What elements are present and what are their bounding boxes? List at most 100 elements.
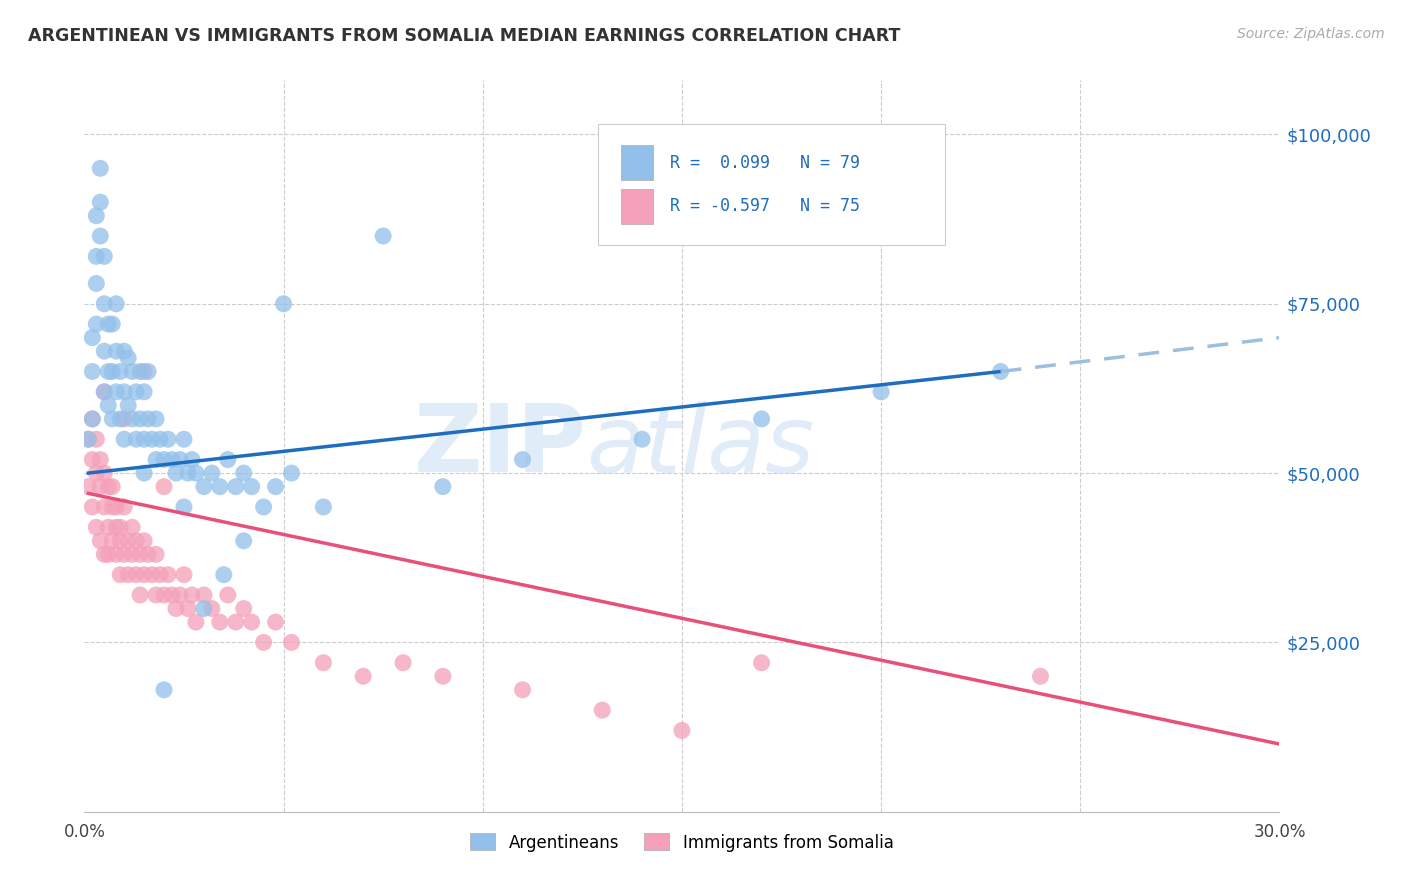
Point (153, 480, 176, 494)
Point (141, 567, 163, 582)
Point (117, 351, 139, 365)
Point (177, 466, 200, 480)
Point (145, 588, 167, 602)
Point (212, 567, 235, 582)
Point (110, 567, 132, 582)
Point (373, 229, 395, 244)
Point (512, 452, 534, 467)
Point (181, 452, 204, 467)
Point (105, 547, 128, 561)
Point (86, 209, 108, 223)
Point (145, 547, 167, 561)
Point (751, 412, 773, 426)
Point (165, 466, 187, 480)
Point (93, 249, 115, 263)
Point (312, 500, 335, 514)
Point (184, 615, 207, 629)
Point (97, 317, 120, 331)
Point (121, 412, 143, 426)
Point (125, 384, 148, 399)
Point (105, 500, 128, 514)
Point (121, 520, 143, 534)
Point (89, 229, 111, 244)
Point (86, 249, 108, 263)
Point (193, 588, 215, 602)
Point (232, 466, 254, 480)
Point (125, 533, 148, 548)
Point (101, 317, 124, 331)
Point (89, 452, 111, 467)
Point (280, 466, 302, 480)
Point (93, 297, 115, 311)
Point (101, 500, 124, 514)
Point (82, 331, 104, 345)
Point (93, 547, 115, 561)
Point (129, 588, 152, 602)
Point (82, 452, 104, 467)
Point (110, 520, 132, 534)
FancyBboxPatch shape (621, 189, 654, 224)
Point (136, 364, 159, 378)
Point (217, 452, 239, 467)
Text: R = -0.597   N = 75: R = -0.597 N = 75 (671, 197, 860, 216)
Point (89, 161, 111, 176)
Point (671, 723, 693, 738)
Point (432, 669, 454, 683)
Point (125, 432, 148, 446)
Point (591, 703, 613, 717)
Point (273, 297, 295, 311)
Point (93, 384, 115, 399)
Point (93, 500, 115, 514)
Point (89, 533, 111, 548)
Point (101, 412, 124, 426)
Point (136, 547, 159, 561)
Point (153, 588, 176, 602)
Point (112, 384, 135, 399)
Point (110, 533, 132, 548)
Point (208, 480, 231, 494)
Text: atlas: atlas (586, 401, 814, 491)
Point (125, 567, 148, 582)
Point (82, 364, 104, 378)
Point (132, 384, 156, 399)
Text: Source: ZipAtlas.com: Source: ZipAtlas.com (1237, 27, 1385, 41)
Text: R =  0.099   N = 79: R = 0.099 N = 79 (671, 153, 860, 171)
Point (89, 480, 111, 494)
Text: ZIP: ZIP (413, 400, 586, 492)
Point (121, 547, 143, 561)
Point (112, 412, 135, 426)
Legend: Argentineans, Immigrants from Somalia: Argentineans, Immigrants from Somalia (464, 827, 900, 858)
Point (253, 635, 276, 649)
Point (280, 635, 302, 649)
Point (110, 412, 132, 426)
Point (86, 466, 108, 480)
Point (101, 364, 124, 378)
Point (352, 669, 374, 683)
Point (160, 452, 183, 467)
Point (253, 500, 276, 514)
Point (149, 567, 172, 582)
Point (1029, 669, 1052, 683)
Point (173, 567, 195, 582)
Point (157, 567, 180, 582)
Point (751, 656, 773, 670)
Point (105, 297, 128, 311)
Point (89, 195, 111, 210)
Point (112, 547, 135, 561)
Point (93, 466, 115, 480)
Point (77, 480, 100, 494)
Point (177, 601, 200, 615)
Point (132, 533, 156, 548)
Point (97, 480, 120, 494)
Point (101, 533, 124, 548)
Point (86, 432, 108, 446)
Point (132, 567, 156, 582)
Point (193, 480, 215, 494)
Point (173, 500, 195, 514)
Point (117, 398, 139, 412)
Point (240, 615, 263, 629)
Point (165, 601, 187, 615)
Point (145, 452, 167, 467)
Point (132, 432, 156, 446)
Point (173, 432, 195, 446)
